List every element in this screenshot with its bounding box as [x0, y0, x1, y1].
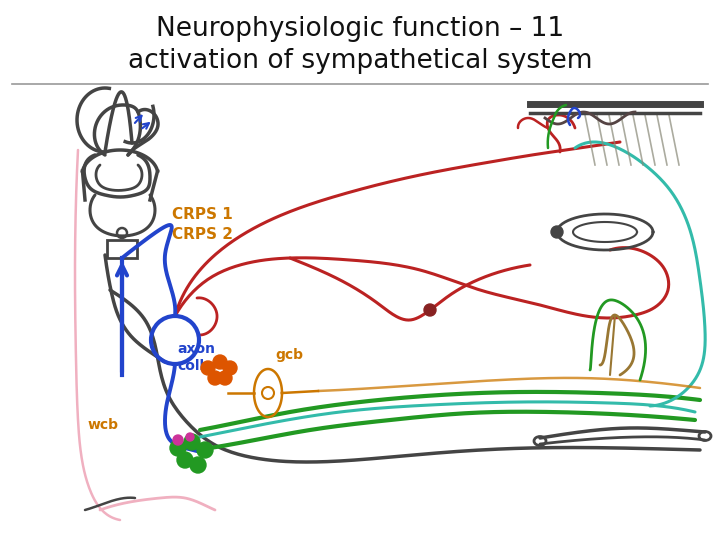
Circle shape: [173, 435, 183, 445]
Bar: [107, 240, 137, 258]
Circle shape: [197, 442, 213, 458]
Text: wcb: wcb: [88, 418, 119, 432]
Circle shape: [223, 361, 237, 375]
Circle shape: [184, 434, 200, 450]
Circle shape: [213, 355, 227, 369]
Circle shape: [424, 304, 436, 316]
Text: axon
coll.: axon coll.: [177, 342, 215, 373]
Circle shape: [201, 361, 215, 375]
Circle shape: [190, 457, 206, 473]
Circle shape: [170, 440, 186, 456]
Circle shape: [186, 433, 194, 441]
Circle shape: [208, 371, 222, 385]
Circle shape: [177, 452, 193, 468]
Circle shape: [551, 226, 563, 238]
Text: Neurophysiologic function – 11: Neurophysiologic function – 11: [156, 16, 564, 42]
Text: gcb: gcb: [275, 348, 303, 362]
Text: activation of sympathetical system: activation of sympathetical system: [127, 48, 593, 74]
Text: CRPS 1
CRPS 2: CRPS 1 CRPS 2: [172, 207, 233, 242]
Circle shape: [218, 371, 232, 385]
